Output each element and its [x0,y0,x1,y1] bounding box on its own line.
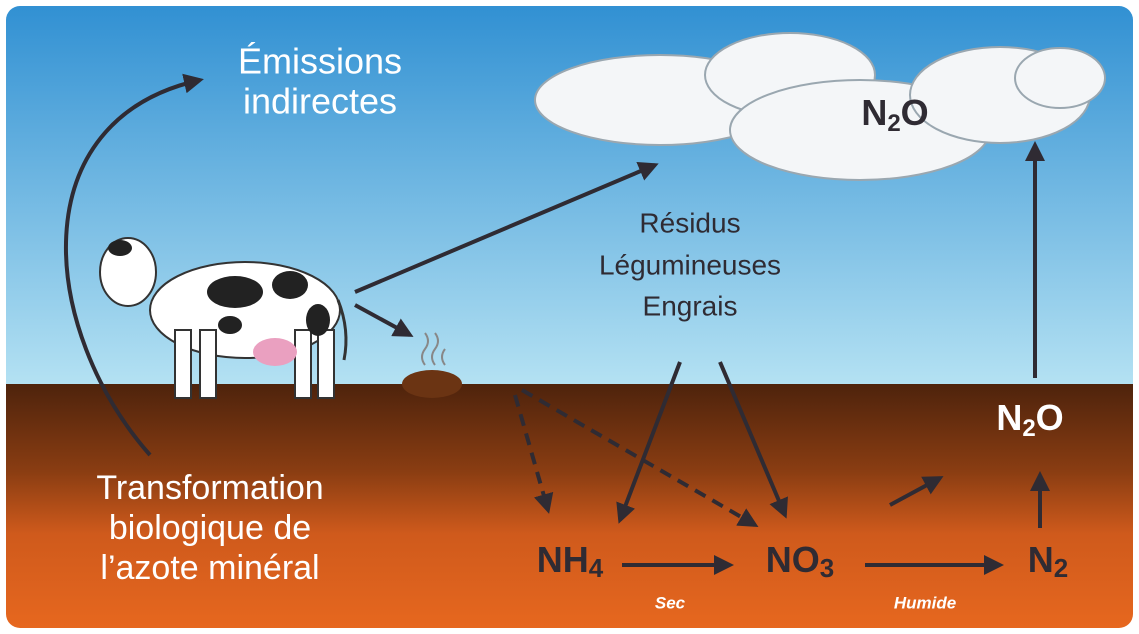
source-label: Légumineuses [599,249,781,280]
transformation-label: Transformation [96,469,323,507]
formula-subscript: 2 [1022,415,1035,442]
emissions-label: indirectes [243,81,397,122]
formula-subscript: 2 [887,110,900,137]
wet-label: Humide [894,593,956,612]
formula-part: NO [766,539,820,580]
formula-part: N [861,92,887,133]
source-label: Engrais [643,290,738,321]
formula-part: N [996,397,1022,438]
formula-part: N [1028,539,1054,580]
dry-label: Sec [655,593,686,612]
formula-subscript: 4 [589,553,604,583]
formula-subscript: 3 [820,553,834,583]
transformation-label: biologique de [109,509,311,547]
formula-subscript: 2 [1054,553,1068,583]
source-label: Résidus [639,207,740,238]
emissions-label: Émissions [238,41,402,82]
formula-part: O [1036,397,1064,438]
formula-part: NH [537,539,589,580]
formula-part: O [901,92,929,133]
transformation-label: l’azote minéral [100,549,319,587]
diagram: Émissions indirectes N2O Résidus Légumin… [0,0,1139,634]
